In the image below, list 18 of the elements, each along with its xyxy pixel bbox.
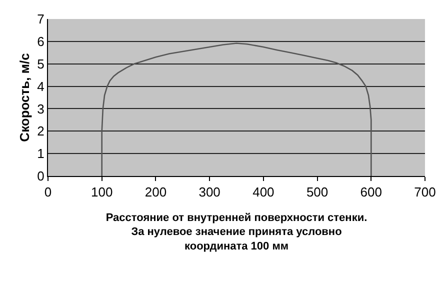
y-tick-label: 7	[37, 12, 44, 27]
y-tick-label: 4	[37, 78, 44, 94]
x-tick-label: 200	[144, 184, 167, 200]
y-tick-label: 2	[37, 124, 44, 139]
y-tick-label: 6	[37, 34, 44, 49]
x-tick-label: 400	[252, 184, 274, 200]
y-tick-label: 0	[37, 168, 44, 184]
x-tick-label: 300	[198, 184, 220, 200]
x-tick-label: 600	[360, 184, 382, 200]
y-axis-title: Скорость, м/с	[17, 53, 32, 142]
line-series	[101, 42, 372, 176]
x-tick-label: 500	[306, 184, 328, 200]
y-tick-label: 3	[37, 101, 44, 116]
x-tick-label: 100	[91, 184, 113, 200]
x-tick-label: 700	[414, 184, 436, 200]
x-axis-title: Расстояние от внутренней поверхности стенки. За нулевое значение принята условно координата 100 мм	[106, 212, 368, 252]
y-tick-label: 5	[37, 56, 44, 72]
y-tick-label: 1	[37, 146, 44, 162]
